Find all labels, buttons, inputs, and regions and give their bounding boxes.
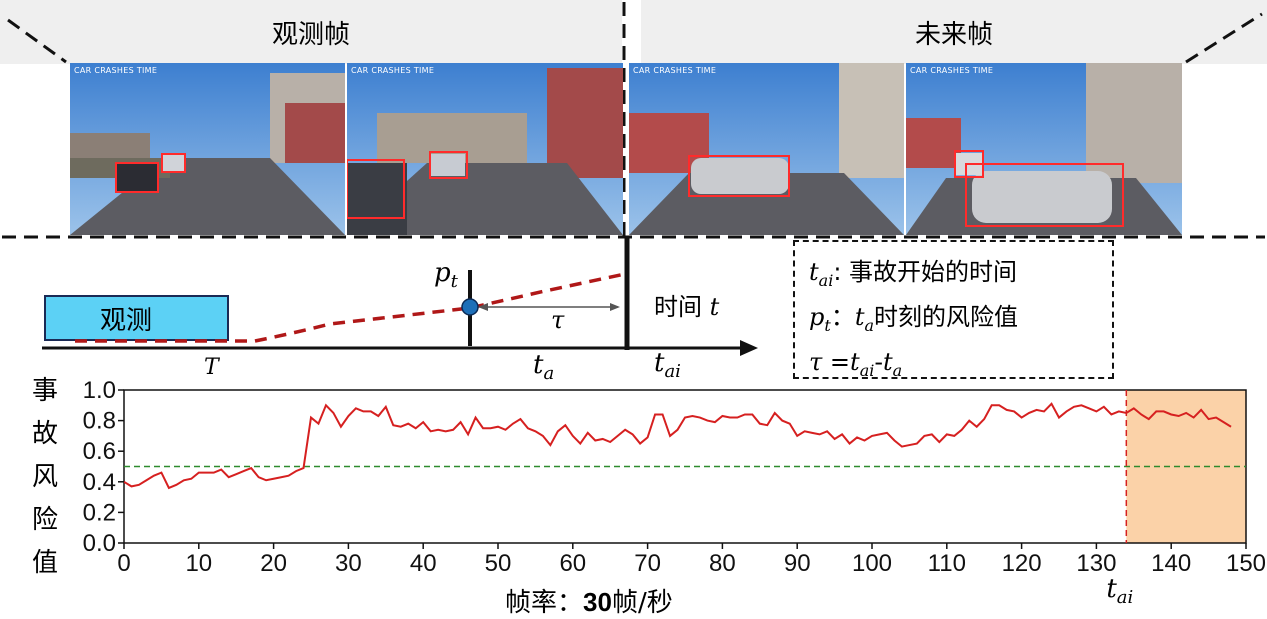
pt-label: pt — [434, 258, 458, 292]
chart-ylabel: 事故风险值 — [28, 370, 62, 585]
observe-box — [44, 295, 229, 341]
pt-label-var: p — [434, 258, 451, 288]
y-tick-label: 0.6 — [83, 438, 116, 465]
legend-tau-var: τ — [809, 347, 823, 376]
time-axis-arrowhead — [740, 340, 758, 356]
chart-ylabel-text: 事故风险值 — [31, 376, 58, 578]
y-tick-label: 0.0 — [83, 530, 116, 557]
future-frames-header: 未来帧 — [641, 0, 1267, 64]
legend-tai-var: t — [809, 258, 819, 286]
watermark: CAR CRASHES TIME — [74, 66, 158, 75]
x-tick-label: 120 — [1002, 550, 1042, 577]
legend-tau-dash: - — [874, 347, 884, 376]
x-tick-label: 110 — [928, 550, 966, 577]
x-tick-label: 130 — [1076, 550, 1116, 577]
T-label: T — [204, 355, 219, 380]
legend-box: tai: 事故开始的时间 pt：ta时刻的风险值 τ =tai-ta — [793, 240, 1114, 379]
pt-label-sub: t — [450, 271, 458, 293]
legend-tai-sub: ai — [818, 270, 834, 290]
x-tick-label: 60 — [559, 550, 586, 577]
top-dashed-guides — [2, 2, 1265, 239]
y-tick-label: 0.2 — [83, 499, 116, 526]
observed-frame-2: CAR CRASHES TIME — [347, 63, 623, 235]
y-tick-label: 1.0 — [83, 378, 116, 404]
watermark: CAR CRASHES TIME — [633, 66, 717, 75]
tai-label: tai — [654, 348, 681, 382]
chart-xlabel-bold: 30 — [583, 587, 612, 617]
observed-frames-header: 观测帧 — [0, 0, 622, 64]
chart-xlabel-suffix: 帧/秒 — [611, 588, 673, 618]
chart-xlabel-prefix: 帧率： — [505, 588, 584, 618]
future-frame-2: CAR CRASHES TIME — [906, 63, 1182, 235]
tau-label: τ — [551, 306, 565, 334]
watermark: CAR CRASHES TIME — [351, 66, 435, 75]
observed-frame-1: CAR CRASHES TIME — [70, 63, 345, 235]
legend-tau-t1: t — [850, 347, 860, 376]
future-frames-label: 未来帧 — [914, 19, 993, 50]
future-frame-1: CAR CRASHES TIME — [629, 63, 904, 235]
legend-tau-t2: t — [883, 347, 893, 376]
y-tick-label: 0.8 — [83, 408, 116, 435]
legend-tau-eq: = — [829, 347, 851, 376]
time-label: 时间 t — [654, 287, 719, 322]
ta-label-sub: a — [543, 363, 555, 385]
chart-tai-label: tai — [1106, 574, 1133, 608]
x-tick-label: 100 — [852, 550, 892, 577]
risk-score-line — [123, 402, 1232, 490]
chart-xlabel: 帧率：30帧/秒 — [505, 582, 673, 619]
x-tick-label: 30 — [335, 550, 362, 577]
legend-pt-text: 时刻的风险值 — [874, 302, 1019, 331]
observed-frames-label: 观测帧 — [271, 19, 350, 50]
tau-arrow-left-head — [478, 303, 488, 311]
x-tick-label: 150 — [1226, 550, 1266, 577]
legend-line-pt: pt：ta时刻的风险值 — [809, 299, 1112, 344]
x-tick-label: 90 — [784, 550, 811, 577]
x-tick-label: 0 — [117, 550, 130, 577]
time-label-text: 时间 — [654, 293, 702, 321]
time-label-var: t — [709, 293, 720, 321]
pt-point — [461, 298, 479, 316]
chart-tai-sub: ai — [1116, 587, 1134, 609]
x-tick-label: 80 — [709, 550, 736, 577]
dashcam-scene — [629, 63, 904, 235]
legend-ta-var: t — [854, 302, 865, 331]
y-tick-label: 0.4 — [83, 469, 116, 496]
ta-label: ta — [533, 350, 554, 384]
tai-label-sub: ai — [664, 361, 681, 383]
dashcam-scene — [70, 63, 345, 235]
tau-arrow-right-head — [610, 303, 620, 311]
legend-line-tau: τ =tai-ta — [809, 344, 1112, 389]
dashcam-scene — [906, 63, 1182, 235]
legend-tau-s1: ai — [859, 360, 875, 380]
watermark: CAR CRASHES TIME — [910, 66, 994, 75]
legend-tau-s2: a — [892, 360, 903, 380]
timeline-diagram — [42, 238, 758, 356]
chart-tai-var: t — [1106, 574, 1117, 604]
legend-pt-var: p — [809, 302, 825, 331]
x-tick-label: 70 — [634, 550, 661, 577]
legend-pt-colon: ： — [830, 302, 855, 331]
tai-label-var: t — [654, 348, 665, 378]
observe-box-label: 观测 — [100, 306, 153, 336]
risk-chart: 0 10 20 30 40 50 60 70 80 90 100 110 120 130 140 150 0.0… — [83, 378, 1266, 577]
x-tick-label: 10 — [185, 550, 212, 577]
legend-tai-text: : 事故开始的时间 — [833, 258, 1018, 286]
dashcam-scene — [347, 63, 623, 235]
x-tick-label: 40 — [410, 550, 437, 577]
x-tick-label: 140 — [1151, 550, 1191, 577]
legend-ta-sub: a — [864, 315, 875, 335]
legend-pt-sub: t — [824, 315, 831, 335]
risk-trend-curve — [75, 272, 626, 343]
ta-label-var: t — [533, 350, 544, 380]
legend-line-tai: tai: 事故开始的时间 — [809, 254, 1112, 299]
x-tick-label: 20 — [260, 550, 287, 577]
x-tick-label: 50 — [485, 550, 512, 577]
